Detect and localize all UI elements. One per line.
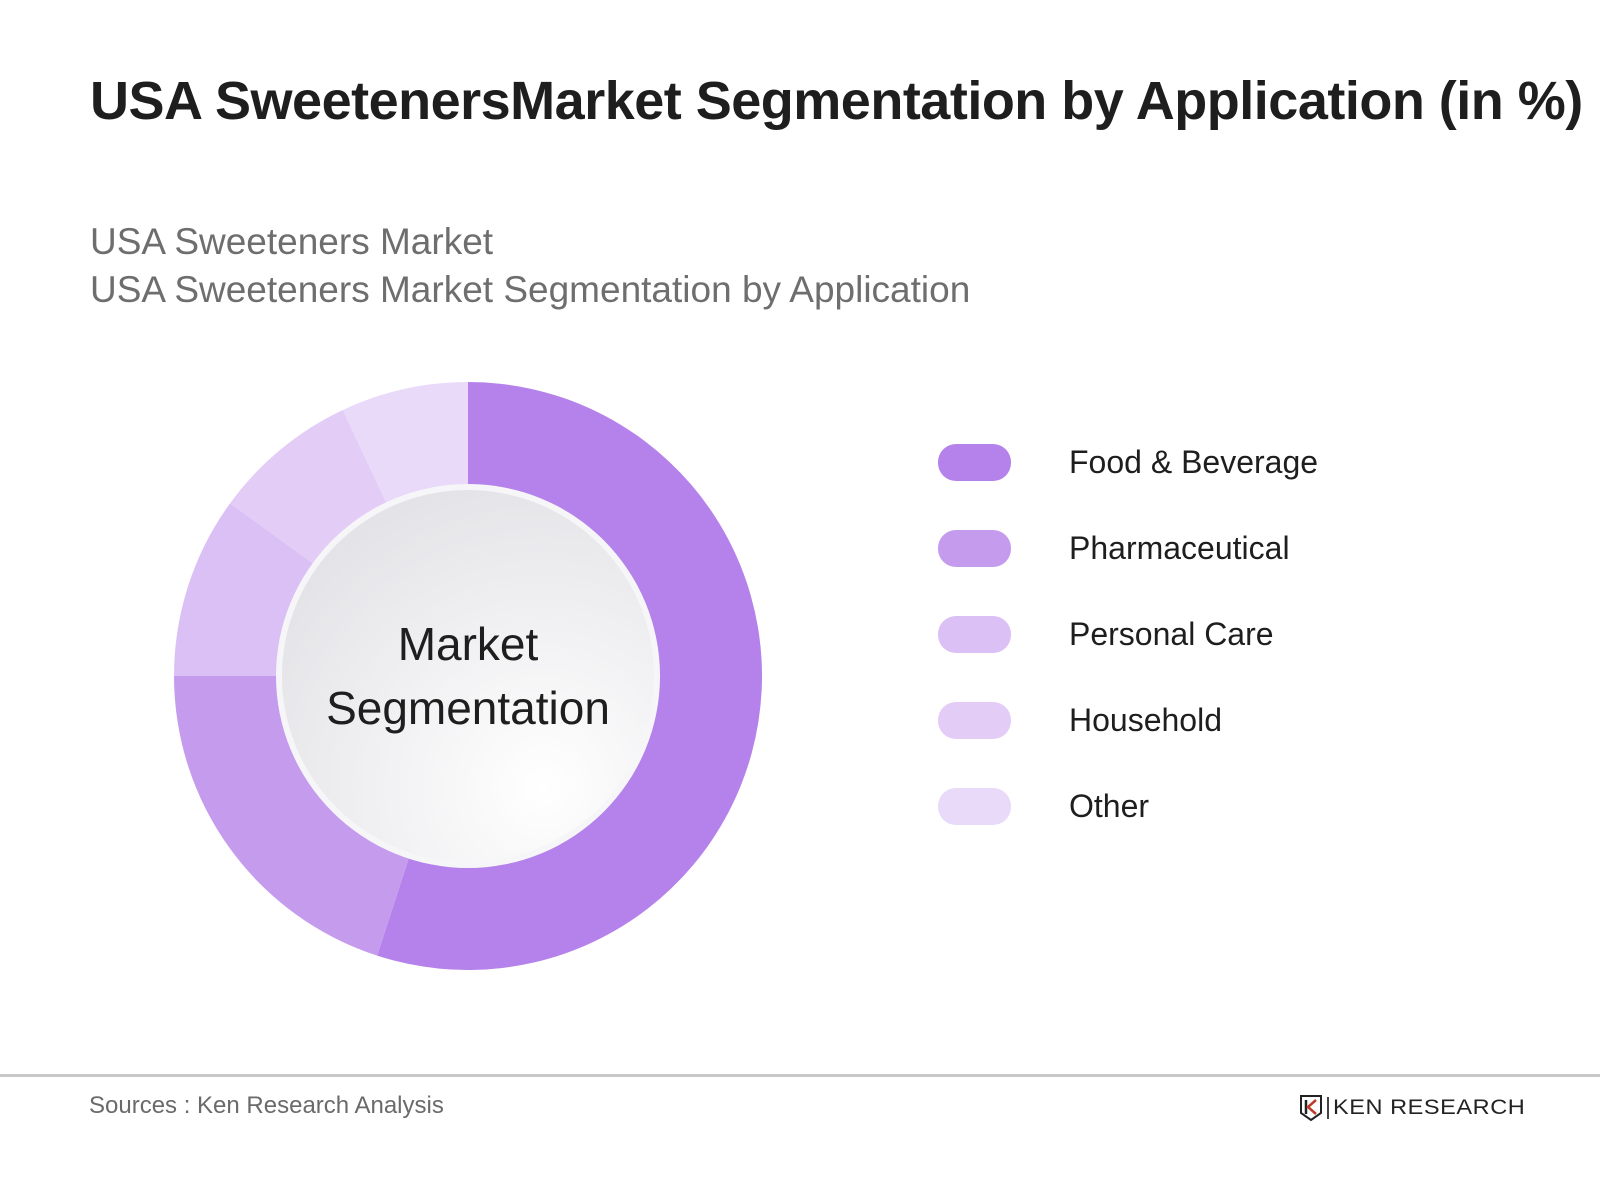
legend-item-household: Household bbox=[938, 702, 1318, 739]
chart-title: USA SweetenersMarket Segmentation by App… bbox=[90, 71, 1583, 131]
inner-circle bbox=[282, 490, 654, 862]
footer-divider bbox=[0, 1074, 1600, 1077]
center-label-line-1: Market bbox=[397, 618, 539, 670]
donut-svg bbox=[174, 382, 763, 971]
legend-label: Food & Beverage bbox=[1069, 444, 1319, 480]
legend-swatch bbox=[938, 702, 1011, 739]
legend-swatch bbox=[938, 616, 1011, 653]
legend-item-other: Other bbox=[938, 788, 1318, 825]
legend-label: Pharmaceutical bbox=[1069, 530, 1290, 566]
legend-swatch bbox=[938, 530, 1011, 567]
legend-item-personal-care: Personal Care bbox=[938, 616, 1318, 653]
legend-swatch bbox=[938, 444, 1011, 481]
center-label-line-2: Segmentation bbox=[326, 682, 610, 734]
legend-label: Household bbox=[1069, 702, 1222, 738]
logo-separator bbox=[1327, 1097, 1329, 1119]
donut-chart: Market Segmentation bbox=[168, 376, 768, 976]
legend: Food & Beverage Pharmaceutical Personal … bbox=[938, 444, 1318, 874]
center-label: Market Segmentation bbox=[278, 486, 658, 866]
chart-subtitle: USA Sweeteners Market USA Sweeteners Mar… bbox=[90, 218, 970, 314]
legend-swatch bbox=[938, 788, 1011, 825]
legend-label: Personal Care bbox=[1069, 616, 1274, 652]
legend-item-pharmaceutical: Pharmaceutical bbox=[938, 530, 1318, 567]
legend-label: Other bbox=[1069, 788, 1150, 824]
subtitle-line-2: USA Sweeteners Market Segmentation by Ap… bbox=[90, 269, 971, 310]
subtitle-line-1: USA Sweeteners Market bbox=[90, 221, 494, 262]
legend-item-food-beverage: Food & Beverage bbox=[938, 444, 1318, 481]
ken-research-k-icon bbox=[1300, 1095, 1322, 1121]
source-note: Sources : Ken Research Analysis bbox=[89, 1092, 444, 1119]
logo-text: KEN RESEARCH bbox=[1333, 1096, 1526, 1119]
ken-research-logo: KEN RESEARCH bbox=[1300, 1094, 1525, 1122]
